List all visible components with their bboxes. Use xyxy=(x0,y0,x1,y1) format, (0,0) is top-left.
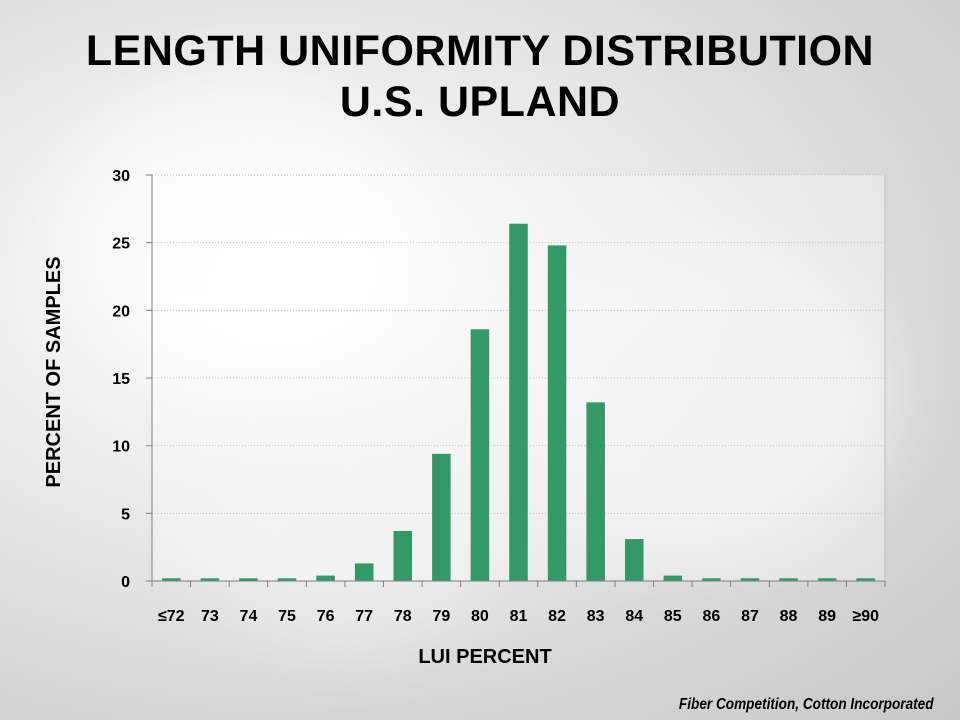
x-tick-label: 88 xyxy=(780,608,798,625)
x-tick-label: 86 xyxy=(702,608,720,625)
x-tick-label: 79 xyxy=(432,608,450,625)
x-tick-label: 73 xyxy=(201,608,219,625)
x-tick-label: 74 xyxy=(240,608,258,625)
x-tick-label: 77 xyxy=(355,608,373,625)
bar xyxy=(470,329,490,581)
y-tick-label: 15 xyxy=(112,371,130,388)
x-tick-label: 78 xyxy=(394,608,412,625)
bar xyxy=(740,578,760,581)
x-tick-label: 83 xyxy=(587,608,605,625)
bar xyxy=(200,578,220,581)
x-tick-label: 80 xyxy=(471,608,489,625)
bar xyxy=(702,578,721,581)
tick-labels: 0 5 10 15 20 25 30 ≤72 73 74 75 76 77 78 79 80 81 82 83 84 8… xyxy=(112,168,879,625)
x-tick-label: 76 xyxy=(317,608,335,625)
y-tick-label: 25 xyxy=(112,236,130,253)
footer-credit: Fiber Competition, Cotton Incorporated xyxy=(679,696,934,713)
y-tick-label: 20 xyxy=(112,303,130,320)
axes xyxy=(146,174,886,587)
bar xyxy=(239,578,258,581)
y-axis-label: PERCENT OF SAMPLES xyxy=(43,256,65,487)
y-tick-label: 0 xyxy=(121,574,130,591)
bar xyxy=(393,530,413,581)
bar xyxy=(817,578,837,581)
background-cotton-shape xyxy=(520,240,900,560)
bar xyxy=(509,223,528,581)
x-tick-label: 81 xyxy=(510,608,528,625)
x-tick-label: 84 xyxy=(625,608,643,625)
title-line-2: U.S. UPLAND xyxy=(339,78,621,126)
x-tick-label: 89 xyxy=(818,608,836,625)
bar xyxy=(432,453,451,581)
bar xyxy=(586,402,605,581)
y-tick-label: 10 xyxy=(112,439,130,456)
bar xyxy=(624,539,644,581)
x-tick-label: ≤72 xyxy=(158,608,185,625)
bar xyxy=(316,575,335,581)
bar xyxy=(779,578,798,581)
x-tick-label: 85 xyxy=(664,608,682,625)
bar xyxy=(162,578,181,581)
bar xyxy=(547,245,567,581)
bars xyxy=(162,223,875,581)
bar xyxy=(856,578,875,581)
y-tick-label: 30 xyxy=(112,168,130,185)
bar xyxy=(277,578,297,581)
x-tick-label: 75 xyxy=(278,608,296,625)
x-tick-label: 82 xyxy=(548,608,566,625)
bar xyxy=(663,575,683,581)
title-line-1: LENGTH UNIFORMITY DISTRIBUTION xyxy=(85,27,875,75)
page-title: LENGTH UNIFORMITY DISTRIBUTION U.S. UPLA… xyxy=(0,26,960,128)
y-tick-label: 5 xyxy=(121,506,130,523)
x-axis-label: LUI PERCENT xyxy=(418,646,551,668)
bar xyxy=(354,563,374,581)
background-cotton-shape xyxy=(60,80,420,380)
x-tick-label: ≥90 xyxy=(852,608,879,625)
x-tick-label: 87 xyxy=(741,608,759,625)
